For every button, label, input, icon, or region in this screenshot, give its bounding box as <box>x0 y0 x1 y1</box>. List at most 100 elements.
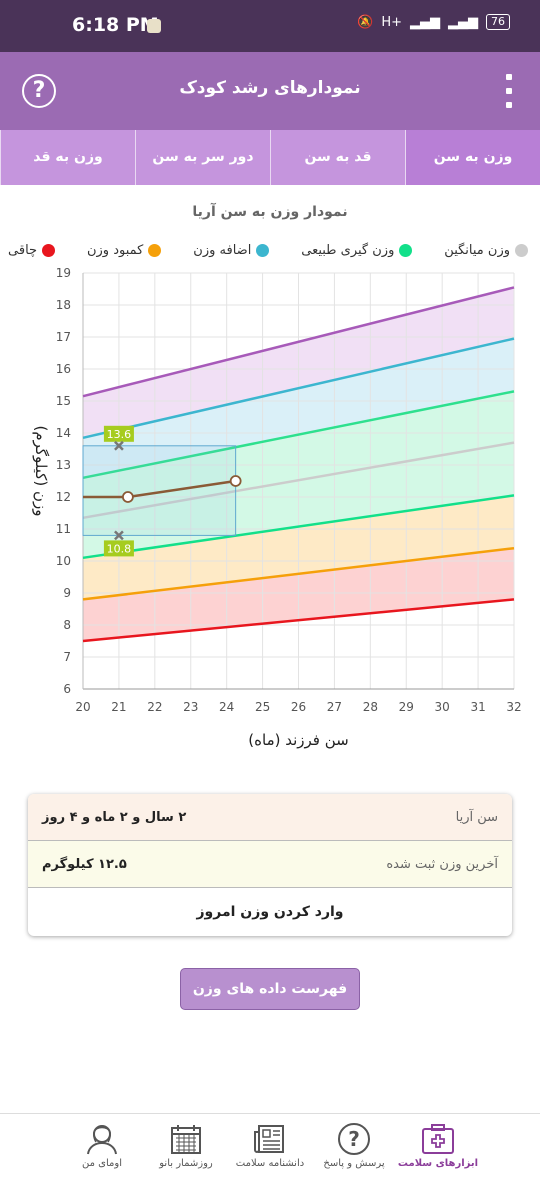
x-tick-label: 31 <box>470 700 485 714</box>
x-tick-label: 24 <box>219 700 234 714</box>
y-tick-label: 13 <box>56 458 71 472</box>
last-weight-label: آخرین وزن ثبت شده <box>386 856 498 872</box>
child-weight-point <box>121 491 134 503</box>
y-tick-label: 6 <box>63 682 71 696</box>
notification-app-icon <box>147 19 161 33</box>
x-tick-label: 27 <box>327 700 342 714</box>
info-card: سن آریا ۲ سال و ۲ ماه و ۴ روز آخرین وزن … <box>28 794 512 936</box>
signal-icon-2: ▂▄▆ <box>448 14 478 30</box>
reference-line-4 <box>82 390 515 480</box>
y-tick-label: 11 <box>56 522 71 536</box>
nav-label-encyclopedia: دانشنامه سلامت <box>235 1158 305 1169</box>
y-tick-label: 8 <box>63 618 71 632</box>
range-marker-label-bg <box>103 540 134 557</box>
legend-item-average[interactable]: وزن میانگین <box>444 243 528 258</box>
nav-label-profile: اومای من <box>82 1158 122 1169</box>
x-axis-label: سن فرزند (ماه) <box>248 731 348 749</box>
help-circle-icon[interactable]: ? <box>22 74 56 108</box>
y-tick-label: 18 <box>56 298 71 312</box>
x-tick-label: 29 <box>399 700 414 714</box>
range-marker-label: 13.6 <box>107 428 132 441</box>
nav-label-health-tools: ابزارهای سلامت <box>397 1158 479 1169</box>
y-tick-label: 10 <box>56 554 71 568</box>
y-tick-label: 17 <box>56 330 71 344</box>
network-type: H+ <box>381 14 402 30</box>
range-marker-cross <box>114 530 124 541</box>
weight-data-list-button[interactable]: فهرست داده های وزن آریا <box>180 968 360 1037</box>
expected-range-box <box>82 445 237 536</box>
reference-line-1 <box>82 546 515 601</box>
status-time: 6:18 PM <box>72 14 159 36</box>
x-tick-label: 23 <box>183 700 198 714</box>
nav-item-encyclopedia[interactable]: دانشنامه سلامت <box>228 1114 312 1178</box>
battery-level: 76 <box>486 14 510 30</box>
range-marker-label: 10.8 <box>107 542 132 555</box>
last-weight-row: آخرین وزن ثبت شده ۱۲.۵ کیلوگرم <box>28 841 512 888</box>
legend-item-normal[interactable]: وزن گیری طبیعی <box>301 243 413 258</box>
tab-weight-for-height[interactable]: وزن به قد <box>0 130 135 185</box>
legend-label-overweight: اضافه وزن <box>193 243 252 258</box>
question-icon: ? <box>338 1123 370 1155</box>
nav-item-calendar[interactable]: روزشمار بانو <box>144 1114 228 1178</box>
page-title: نمودارهای رشد کودک <box>179 78 361 98</box>
legend-item-obesity[interactable]: چاقی <box>8 243 56 258</box>
weight-for-age-chart: 20 21 22 23 24 25 26 27 28 29 30 31 32 6 7 8 9 10 11 12 13 14… <box>32 266 522 749</box>
chart-legend: چاقی کمبود وزن اضافه وزن وزن گیری طبیعی … <box>8 243 528 258</box>
app-bar: ? نمودارهای رشد کودک <box>0 52 540 130</box>
nav-item-profile[interactable]: اومای من <box>60 1114 144 1178</box>
profile-icon <box>87 1125 117 1155</box>
reference-line-5 <box>82 337 515 440</box>
tab-weight-for-age[interactable]: وزن به سن <box>405 130 540 185</box>
x-tick-label: 28 <box>363 700 378 714</box>
last-weight-value: ۱۲.۵ کیلوگرم <box>42 856 127 872</box>
status-bar: 6:18 PM 🔕 H+ ▂▄▆ ▂▄▆ 76 <box>0 0 540 52</box>
reference-line-0 <box>82 598 515 643</box>
gesture-bar <box>0 1178 540 1200</box>
mute-icon: 🔕 <box>357 14 374 30</box>
range-marker-label-bg <box>103 425 134 442</box>
status-icons: 🔕 H+ ▂▄▆ ▂▄▆ 76 <box>357 14 510 30</box>
signal-icon: ▂▄▆ <box>410 14 440 30</box>
newspaper-icon <box>254 1125 284 1153</box>
medical-kit-icon <box>422 1124 454 1154</box>
range-marker-cross <box>114 440 124 451</box>
legend-dot-normal <box>399 244 413 257</box>
legend-item-overweight[interactable]: اضافه وزن <box>193 243 270 258</box>
enter-today-weight-button[interactable]: وارد کردن وزن امروز <box>196 904 344 920</box>
reference-line-6 <box>82 286 515 398</box>
x-tick-label: 32 <box>506 700 521 714</box>
x-tick-label: 30 <box>435 700 450 714</box>
legend-label-obesity: چاقی <box>8 243 38 258</box>
y-tick-label: 16 <box>56 362 71 376</box>
age-row: سن آریا ۲ سال و ۲ ماه و ۴ روز <box>28 794 512 841</box>
legend-label-normal: وزن گیری طبیعی <box>301 243 395 258</box>
legend-dot-average <box>515 244 528 257</box>
x-tick-label: 26 <box>291 700 306 714</box>
chart-title: نمودار وزن به سن آریا <box>192 204 348 220</box>
legend-label-underweight: کمبود وزن <box>86 243 144 258</box>
y-tick-label: 9 <box>63 586 71 600</box>
age-label: سن آریا <box>455 809 498 825</box>
x-tick-label: 22 <box>147 700 162 714</box>
legend-label-average: وزن میانگین <box>444 243 510 258</box>
y-tick-label: 15 <box>56 394 71 408</box>
nav-label-calendar: روزشمار بانو <box>159 1158 213 1169</box>
nav-item-health-tools[interactable]: ابزارهای سلامت <box>396 1114 480 1178</box>
more-vert-icon[interactable] <box>504 74 514 108</box>
reference-line-3 <box>82 441 515 520</box>
legend-dot-underweight <box>148 244 162 257</box>
reference-line-2 <box>82 494 515 560</box>
legend-dot-overweight <box>256 244 270 257</box>
y-tick-label: 7 <box>63 650 71 664</box>
y-tick-label: 12 <box>56 490 71 504</box>
legend-item-underweight[interactable]: کمبود وزن <box>86 243 162 258</box>
nav-item-questions[interactable]: ? پرسش و پاسخ <box>312 1114 396 1178</box>
age-value: ۲ سال و ۲ ماه و ۴ روز <box>42 809 187 825</box>
x-tick-label: 20 <box>75 700 90 714</box>
svg-text:?: ? <box>348 1127 360 1151</box>
tab-height-for-age[interactable]: قد به سن <box>270 130 405 185</box>
y-tick-label: 14 <box>56 426 71 440</box>
tab-head-for-age[interactable]: دور سر به سن <box>135 130 270 185</box>
y-tick-label: 19 <box>56 266 71 280</box>
nav-label-questions: پرسش و پاسخ <box>323 1158 385 1169</box>
